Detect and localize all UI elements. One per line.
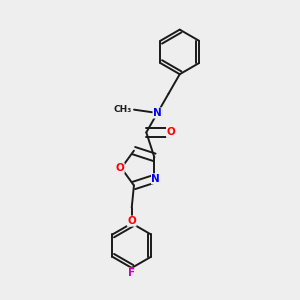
Text: N: N [153,108,162,118]
Text: O: O [127,216,136,226]
Text: O: O [167,128,175,137]
Text: N: N [152,174,160,184]
Text: F: F [128,268,135,278]
Text: O: O [116,163,124,173]
Text: CH₃: CH₃ [113,105,132,114]
